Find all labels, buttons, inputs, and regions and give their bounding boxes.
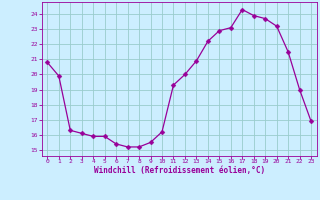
X-axis label: Windchill (Refroidissement éolien,°C): Windchill (Refroidissement éolien,°C)	[94, 166, 265, 175]
